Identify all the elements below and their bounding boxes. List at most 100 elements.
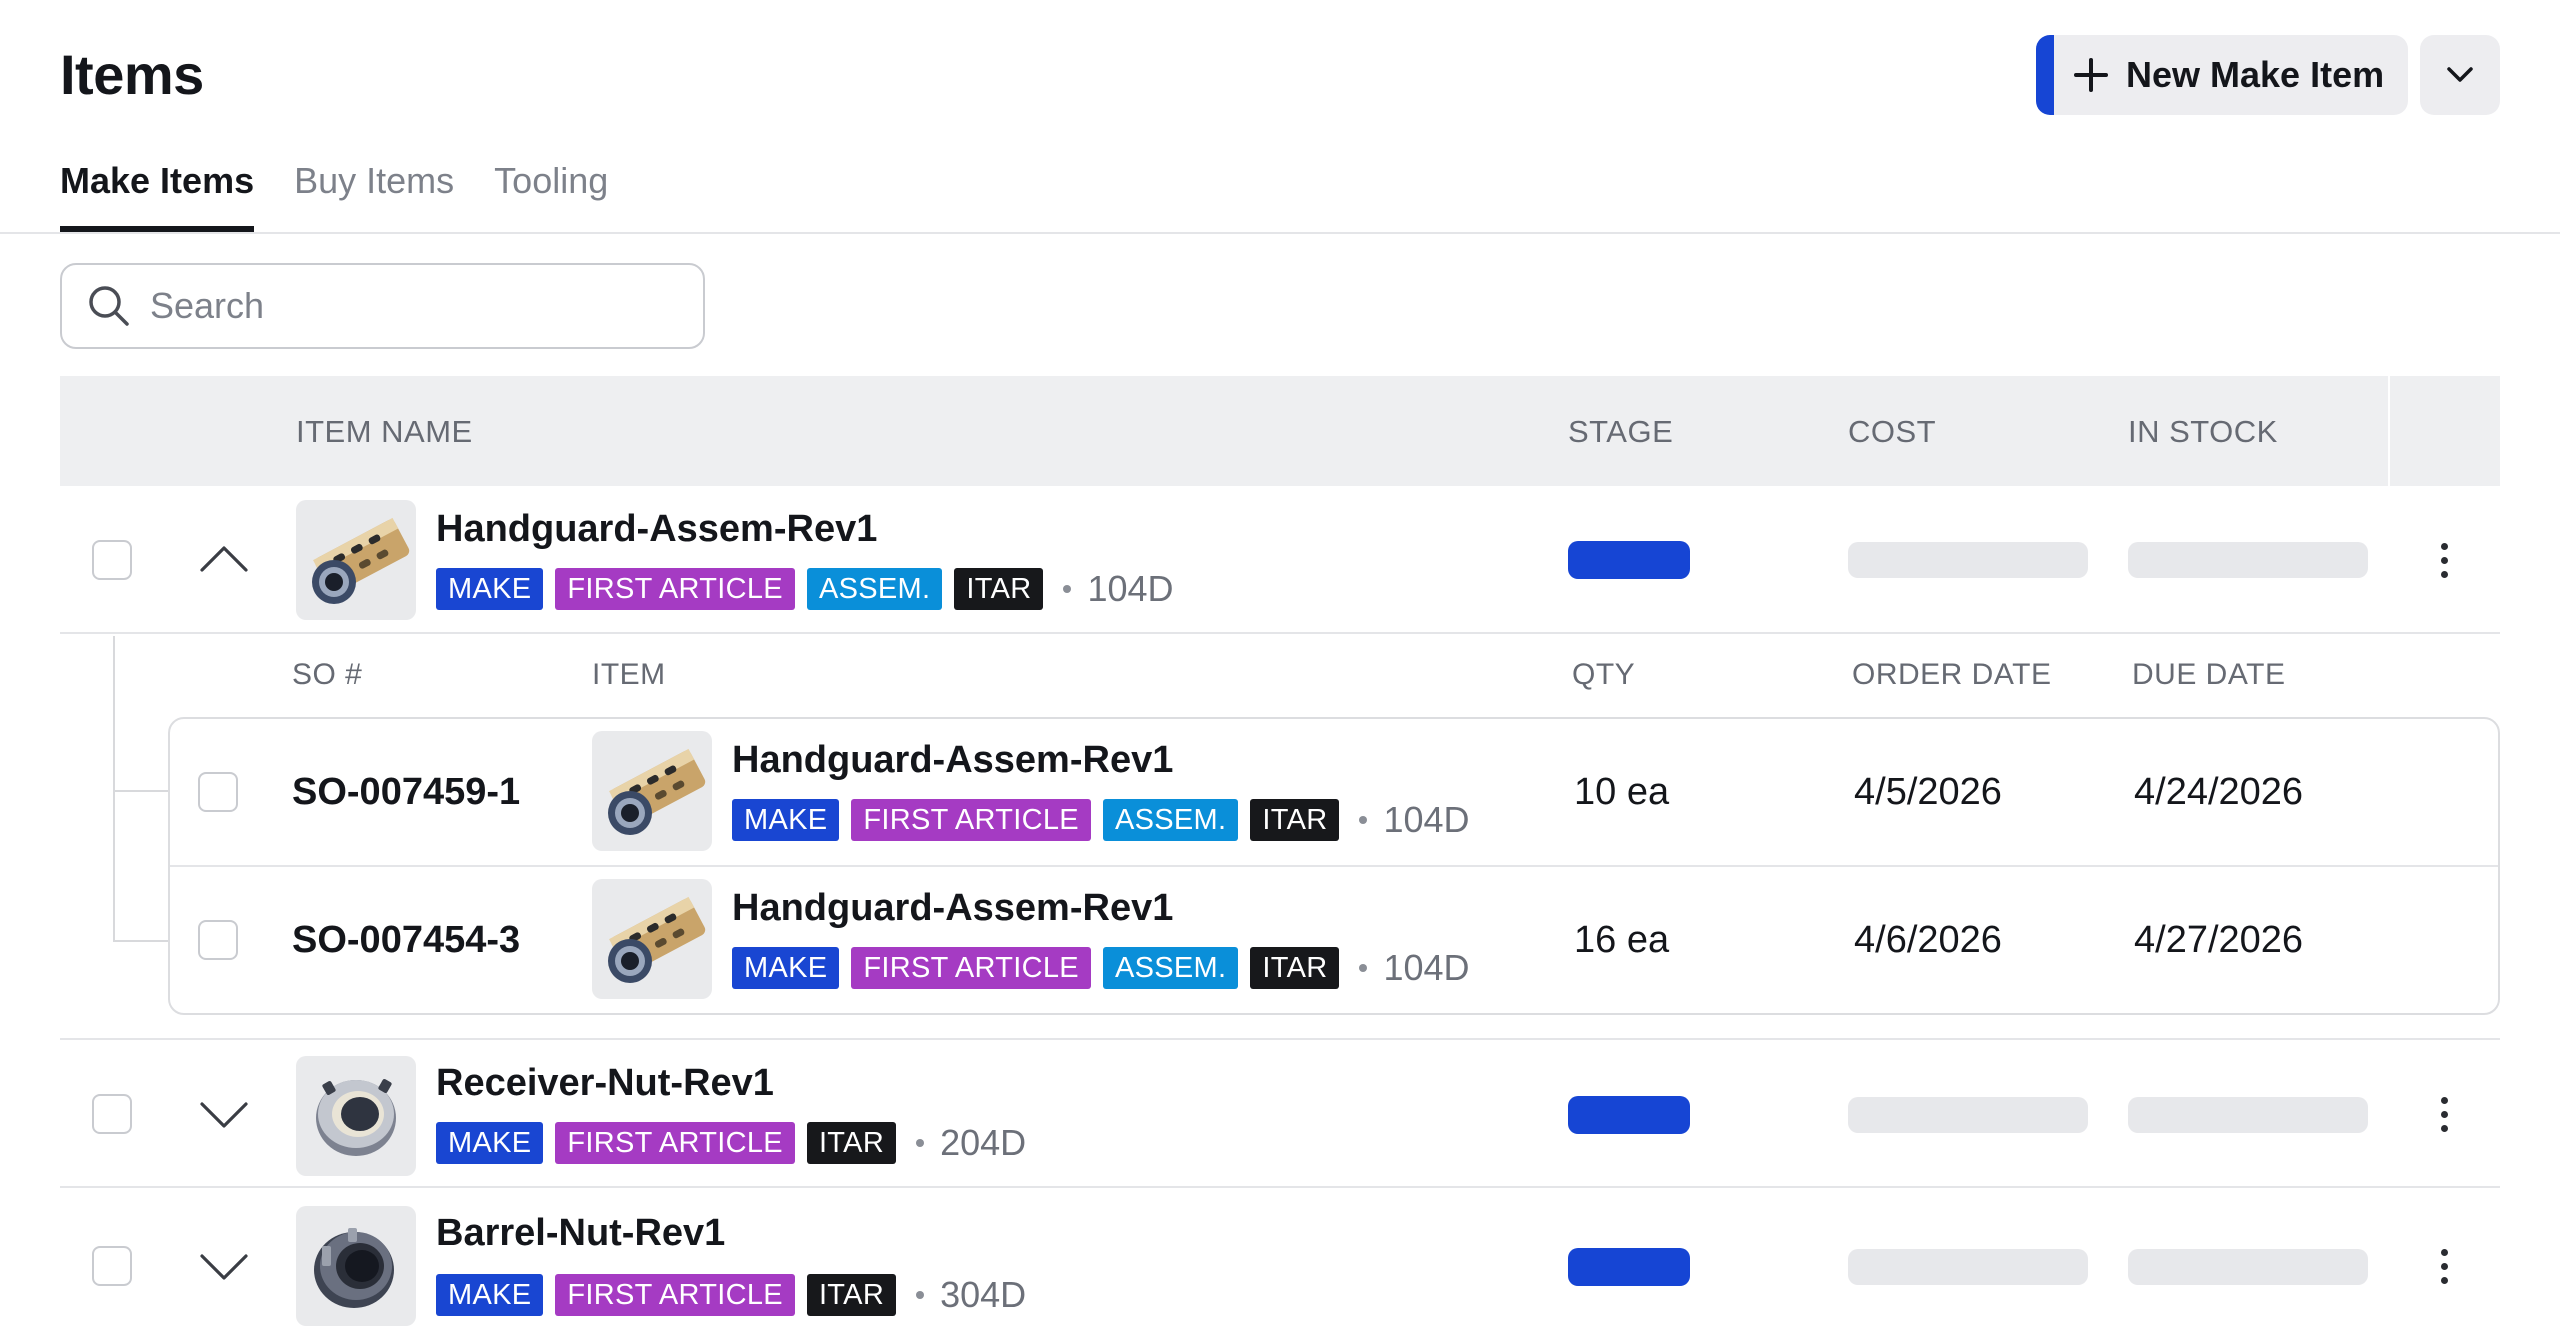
item-name[interactable]: Receiver-Nut-Rev1 xyxy=(436,1062,774,1104)
sales-order-row[interactable]: SO-007459-1 Handguard-Assem-Rev1 xyxy=(170,719,2498,865)
stage-indicator xyxy=(1568,1248,1690,1286)
tab-divider xyxy=(0,232,2560,234)
tag-itar: ITAR xyxy=(1250,799,1340,841)
row-checkbox[interactable] xyxy=(92,1246,132,1286)
separator-dot xyxy=(1359,816,1368,824)
row-checkbox[interactable] xyxy=(92,540,132,580)
tab-buy-items[interactable]: Buy Items xyxy=(294,160,455,201)
chevron-down-icon[interactable] xyxy=(198,1240,250,1292)
tab-tooling[interactable]: Tooling xyxy=(494,160,609,201)
tab-make-items[interactable]: Make Items xyxy=(60,160,255,232)
tag-itar: ITAR xyxy=(1250,947,1340,989)
tag-itar: ITAR xyxy=(806,1274,897,1316)
tree-connector xyxy=(113,790,169,792)
column-header-so: SO # xyxy=(292,658,363,691)
tree-connector xyxy=(113,940,169,942)
row-checkbox[interactable] xyxy=(92,1094,132,1134)
row-divider xyxy=(170,865,2498,867)
handguard-thumbnail xyxy=(592,879,712,999)
row-checkbox[interactable] xyxy=(198,920,238,960)
tag-make: MAKE xyxy=(436,1122,544,1164)
sales-order-row[interactable]: SO-007454-3 Handguard-Assem-Rev1 xyxy=(170,867,2498,1013)
tab-bar: Make Items Buy Items Tooling xyxy=(60,160,608,232)
tag-make: MAKE xyxy=(732,947,840,989)
table-row[interactable]: Handguard-Assem-Rev1 MAKE FIRST ARTICLE … xyxy=(60,486,2500,634)
lead-time: 104D xyxy=(1087,568,1174,609)
tag-first-article: FIRST ARTICLE xyxy=(851,799,1091,841)
chevron-down-icon[interactable] xyxy=(198,1088,250,1140)
search-input[interactable] xyxy=(150,285,670,327)
due-date: 4/27/2026 xyxy=(2134,919,2304,961)
so-number[interactable]: SO-007459-1 xyxy=(292,771,521,813)
item-name[interactable]: Handguard-Assem-Rev1 xyxy=(436,508,878,550)
so-number[interactable]: SO-007454-3 xyxy=(292,919,521,961)
column-header-due-date: DUE DATE xyxy=(2132,658,2286,691)
cost-placeholder xyxy=(1848,1249,2088,1285)
cost-placeholder xyxy=(1848,542,2088,578)
order-date: 4/6/2026 xyxy=(1854,919,2002,961)
item-tags: MAKE FIRST ARTICLE ITAR 304D xyxy=(436,1274,1026,1316)
quantity: 10 ea xyxy=(1574,771,1670,813)
chevron-up-icon[interactable] xyxy=(198,534,250,586)
row-checkbox[interactable] xyxy=(198,772,238,812)
kebab-icon[interactable] xyxy=(2424,532,2464,588)
new-item-dropdown-button[interactable] xyxy=(2420,35,2500,115)
tag-assem: ASSEM. xyxy=(1102,799,1239,841)
receiver-nut-thumbnail xyxy=(296,1056,416,1176)
item-name[interactable]: Handguard-Assem-Rev1 xyxy=(732,887,1174,929)
column-header-in-stock[interactable]: IN STOCK xyxy=(2128,414,2278,449)
table-header: ITEM NAME STAGE COST IN STOCK xyxy=(60,376,2500,486)
tag-make: MAKE xyxy=(436,1274,544,1316)
tag-first-article: FIRST ARTICLE xyxy=(555,1122,795,1164)
plus-icon xyxy=(2074,58,2108,92)
order-date: 4/5/2026 xyxy=(1854,771,2002,813)
tag-first-article: FIRST ARTICLE xyxy=(555,1274,795,1316)
tag-first-article: FIRST ARTICLE xyxy=(851,947,1091,989)
tag-itar: ITAR xyxy=(806,1122,897,1164)
stage-indicator xyxy=(1568,541,1690,579)
page-title: Items xyxy=(60,43,204,106)
in-stock-placeholder xyxy=(2128,542,2368,578)
sales-order-list: SO-007459-1 Handguard-Assem-Rev1 xyxy=(168,717,2500,1015)
tag-assem: ASSEM. xyxy=(1102,947,1239,989)
lead-time: 204D xyxy=(940,1122,1027,1163)
item-tags: MAKE FIRST ARTICLE ITAR 204D xyxy=(436,1122,1026,1164)
handguard-thumbnail xyxy=(296,500,416,620)
new-make-item-label: New Make Item xyxy=(2126,54,2385,95)
row-divider xyxy=(60,1038,2500,1040)
column-header-cost[interactable]: COST xyxy=(1848,414,1937,449)
search-icon xyxy=(89,286,129,326)
due-date: 4/24/2026 xyxy=(2134,771,2304,813)
handguard-thumbnail xyxy=(592,731,712,851)
lead-time: 104D xyxy=(1383,947,1470,988)
cost-placeholder xyxy=(1848,1097,2088,1133)
lead-time: 104D xyxy=(1383,799,1470,840)
column-divider xyxy=(2388,376,2390,486)
in-stock-placeholder xyxy=(2128,1249,2368,1285)
separator-dot xyxy=(1359,964,1368,972)
tag-first-article: FIRST ARTICLE xyxy=(555,568,795,610)
tag-make: MAKE xyxy=(436,568,544,610)
item-tags: MAKE FIRST ARTICLE ASSEM. ITAR 104D xyxy=(732,947,1470,989)
separator-dot xyxy=(916,1291,925,1299)
new-make-item-button[interactable]: New Make Item xyxy=(2036,35,2408,115)
item-tags: MAKE FIRST ARTICLE ASSEM. ITAR 104D xyxy=(732,799,1470,841)
item-name[interactable]: Handguard-Assem-Rev1 xyxy=(732,739,1174,781)
kebab-icon[interactable] xyxy=(2424,1086,2464,1142)
column-header-qty: QTY xyxy=(1572,658,1636,691)
table-row[interactable]: Barrel-Nut-Rev1 MAKE FIRST ARTICLE ITAR … xyxy=(60,1190,2500,1338)
search-box[interactable] xyxy=(60,263,705,349)
chevron-down-icon xyxy=(2447,67,2473,82)
kebab-icon[interactable] xyxy=(2424,1238,2464,1294)
lead-time: 304D xyxy=(940,1274,1027,1315)
column-header-item-name[interactable]: ITEM NAME xyxy=(296,414,473,449)
separator-dot xyxy=(1063,585,1072,593)
item-tags: MAKE FIRST ARTICLE ASSEM. ITAR 104D xyxy=(436,568,1174,610)
column-header-order-date: ORDER DATE xyxy=(1852,658,2052,691)
tag-itar: ITAR xyxy=(954,568,1044,610)
item-name[interactable]: Barrel-Nut-Rev1 xyxy=(436,1212,726,1254)
column-header-stage[interactable]: STAGE xyxy=(1568,414,1674,449)
in-stock-placeholder xyxy=(2128,1097,2368,1133)
table-row[interactable]: Receiver-Nut-Rev1 MAKE FIRST ARTICLE ITA… xyxy=(60,1040,2500,1188)
stage-indicator xyxy=(1568,1096,1690,1134)
